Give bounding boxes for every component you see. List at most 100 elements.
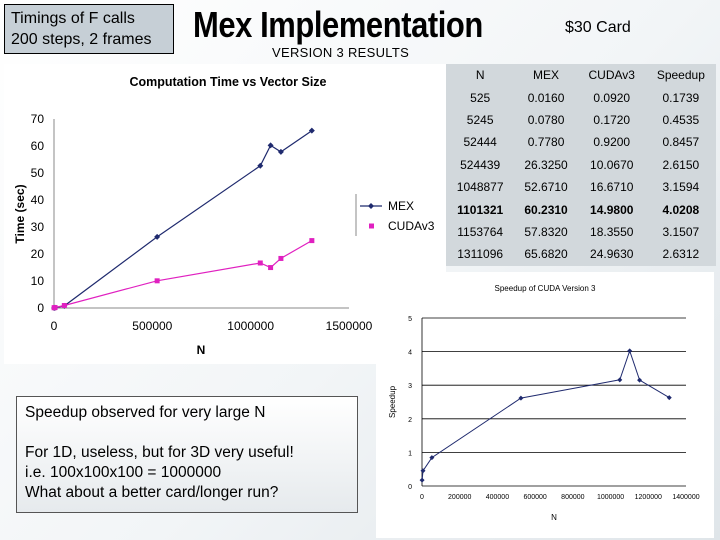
steps-line: 200 steps, 2 frames bbox=[11, 31, 152, 48]
x-tick-label: 800000 bbox=[561, 494, 584, 501]
y-axis-label: Time (sec) bbox=[13, 184, 27, 243]
y-tick-label: 5 bbox=[408, 316, 412, 323]
table-row: 1311096 65.6820 24.9630 2.6312 bbox=[446, 243, 716, 265]
series-line-cudav3 bbox=[53, 240, 313, 309]
legend-label-cudav3: CUDAv3 bbox=[388, 219, 435, 233]
table-cell: 52444 bbox=[463, 135, 497, 150]
table-row: 52444 0.7780 0.9200 0.8457 bbox=[446, 131, 716, 153]
note-question: What about a better card/longer run? bbox=[25, 484, 279, 501]
results-table: N MEX CUDAv3 Speedup 525 0.0160 0.0920 0.17… bbox=[446, 64, 716, 266]
table-cell: 1311096 bbox=[457, 247, 504, 262]
table-cell: 10.0670 bbox=[590, 157, 634, 172]
header-n: N bbox=[475, 68, 485, 83]
header-speedup: Speedup bbox=[656, 68, 705, 83]
chart-title: Computation Time vs Vector Size bbox=[129, 75, 326, 89]
table-cell: 0.0920 bbox=[593, 90, 631, 105]
table-row: 525 0.0160 0.0920 0.1739 bbox=[446, 86, 716, 108]
legend-marker-mex bbox=[368, 203, 374, 209]
table-cell: 0.1739 bbox=[662, 90, 700, 105]
note-example: i.e. 100x100x100 = 1000000 bbox=[25, 464, 222, 481]
timings-line: Timings of F calls bbox=[11, 10, 135, 27]
data-point-cudav3 bbox=[154, 278, 160, 284]
data-point-speedup bbox=[627, 348, 633, 354]
card-label: $30 Card bbox=[565, 19, 631, 36]
x-tick-label: 1200000 bbox=[635, 494, 662, 501]
data-point-mex bbox=[267, 142, 274, 149]
x-tick-label: 200000 bbox=[448, 494, 471, 501]
data-point-cudav3 bbox=[52, 305, 58, 311]
series-line-speedup bbox=[421, 349, 670, 481]
data-point-mex bbox=[154, 233, 161, 240]
note-speedup: Speedup observed for very large N bbox=[25, 404, 266, 421]
data-point-cudav3 bbox=[278, 255, 284, 261]
series-line-mex bbox=[53, 130, 313, 309]
speedup-chart-svg: Speedup of CUDA Version 3 0 1 2 3 4 5 0 200000 40… bbox=[388, 284, 700, 522]
x-tick-label: 500000 bbox=[132, 319, 172, 333]
legend-label-mex: MEX bbox=[388, 199, 414, 213]
data-point-mex bbox=[277, 148, 284, 155]
data-point-mex bbox=[257, 162, 264, 169]
x-tick-label: 1000000 bbox=[227, 319, 274, 333]
computation-time-chart: Computation Time vs Vector Size 0 10 20 30 40… bbox=[4, 64, 446, 364]
x-tick-label: 1000000 bbox=[597, 494, 624, 501]
data-point-speedup bbox=[429, 455, 435, 461]
data-point-speedup bbox=[518, 395, 524, 401]
y-tick-label: 0 bbox=[37, 301, 44, 315]
table-row: 1101321 60.2310 14.9800 4.0208 bbox=[446, 198, 716, 220]
slide-title: Mex Implementation bbox=[193, 4, 483, 45]
chart-title: Speedup of CUDA Version 3 bbox=[495, 284, 597, 293]
x-axis-label: N bbox=[197, 343, 206, 357]
legend-marker-cudav3 bbox=[369, 223, 374, 229]
table-cell: 52.6710 bbox=[524, 180, 568, 195]
y-tick-label: 2 bbox=[408, 417, 412, 424]
note-1d-3d: For 1D, useless, but for 3D very useful! bbox=[25, 444, 294, 461]
table-cell: 16.6710 bbox=[590, 180, 634, 195]
x-tick-label: 400000 bbox=[486, 494, 509, 501]
data-point-speedup bbox=[617, 377, 623, 383]
table-row: 5245 0.0780 0.1720 0.4535 bbox=[446, 109, 716, 131]
version-label: VERSION 3 RESULTS bbox=[272, 45, 410, 60]
table-cell: 4.0208 bbox=[662, 202, 700, 217]
x-tick-label: 1500000 bbox=[326, 319, 373, 333]
x-tick-label: 600000 bbox=[523, 494, 546, 501]
y-tick-label: 50 bbox=[31, 166, 45, 180]
y-tick-label: 60 bbox=[31, 139, 45, 153]
table-cell: 2.6150 bbox=[662, 157, 700, 172]
header-mex: MEX bbox=[533, 68, 560, 83]
table-cell: 0.1720 bbox=[593, 112, 631, 127]
table-cell: 57.8320 bbox=[524, 224, 568, 239]
table-cell: 1153764 bbox=[457, 224, 504, 239]
table-cell: 24.9630 bbox=[590, 247, 634, 262]
x-tick-label: 0 bbox=[51, 319, 58, 333]
table-cell: 0.0160 bbox=[527, 90, 565, 105]
data-point-cudav3 bbox=[257, 260, 263, 266]
table-cell: 14.9800 bbox=[590, 202, 634, 217]
y-tick-label: 40 bbox=[31, 193, 45, 207]
table-cell: 60.2310 bbox=[524, 202, 568, 217]
table-cell: 1101321 bbox=[457, 202, 504, 217]
y-tick-label: 1 bbox=[408, 450, 412, 457]
header-cuda: CUDAv3 bbox=[588, 68, 635, 83]
y-tick-label: 70 bbox=[31, 112, 45, 126]
data-point-cudav3 bbox=[268, 265, 274, 271]
table-cell: 5245 bbox=[466, 112, 494, 127]
y-axis-label: Speedup bbox=[388, 385, 397, 418]
data-point-speedup bbox=[419, 477, 425, 483]
x-tick-label: 0 bbox=[420, 494, 424, 501]
table-cell: 0.9200 bbox=[593, 135, 631, 150]
data-point-speedup bbox=[637, 377, 643, 383]
table-cell: 2.6312 bbox=[662, 247, 700, 262]
computation-time-chart-svg: Computation Time vs Vector Size010203040… bbox=[13, 75, 435, 357]
data-point-cudav3 bbox=[309, 238, 315, 244]
table-cell: 26.3250 bbox=[524, 157, 568, 172]
y-tick-label: 3 bbox=[408, 383, 412, 390]
table-cell: 524439 bbox=[460, 157, 501, 172]
y-tick-label: 30 bbox=[31, 220, 45, 234]
table-cell: 0.8457 bbox=[662, 135, 700, 150]
data-point-cudav3 bbox=[61, 303, 67, 309]
table-cell: 0.4535 bbox=[662, 112, 700, 127]
y-tick-label: 4 bbox=[408, 350, 412, 357]
x-axis-label: N bbox=[551, 513, 557, 522]
table-cell: 65.6820 bbox=[524, 247, 568, 262]
table-cell: 0.7780 bbox=[527, 135, 565, 150]
